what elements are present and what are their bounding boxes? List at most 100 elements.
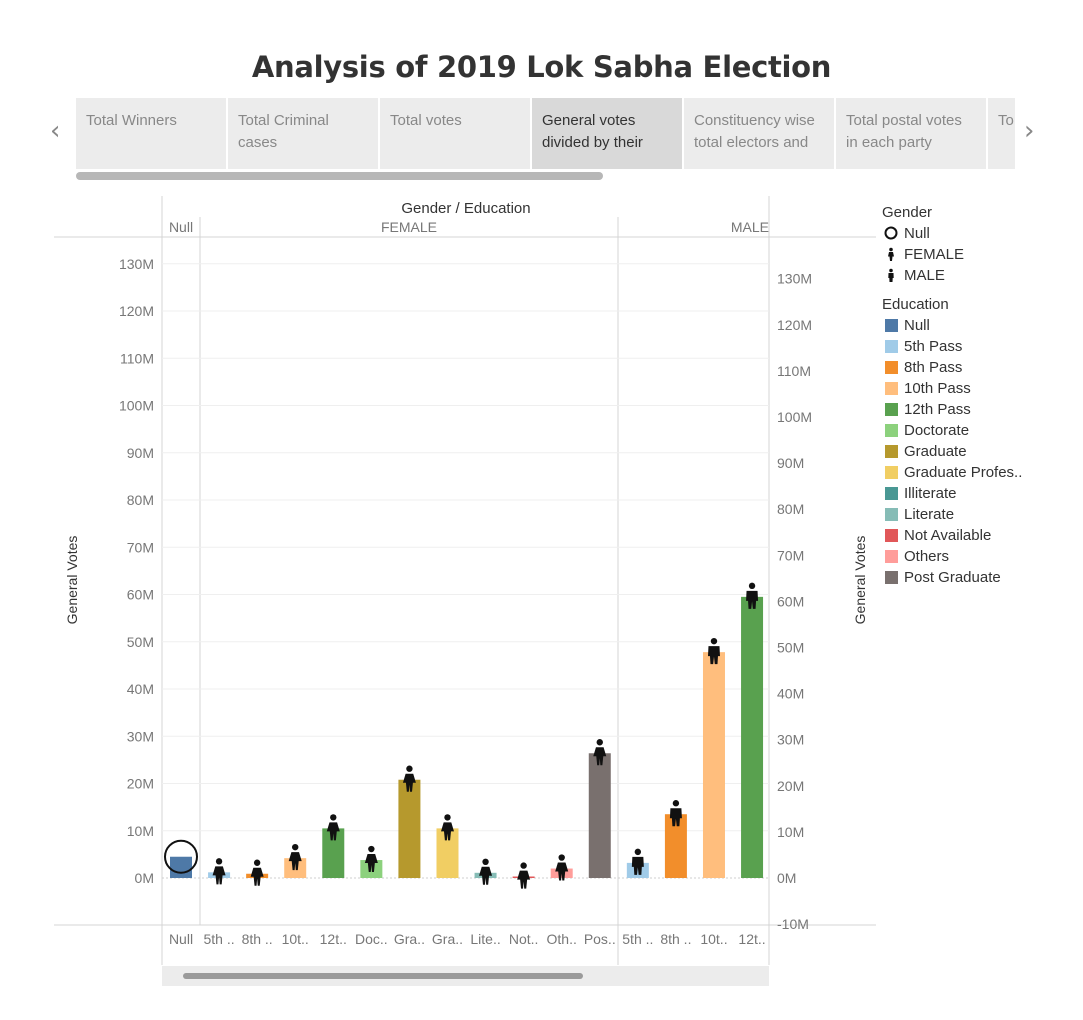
bar[interactable]	[741, 596, 764, 878]
bar[interactable]	[322, 828, 345, 878]
circle-icon	[884, 226, 898, 240]
legend-swatch	[885, 529, 898, 542]
person-female-icon	[888, 247, 894, 261]
y-tick-label: 30M	[127, 728, 154, 744]
legend-label: FEMALE	[904, 246, 965, 263]
y-axis-title-left: General Votes	[64, 536, 80, 625]
chart: Gender / Education Null FEMALE MALE 0M 10…	[54, 196, 876, 986]
bar[interactable]	[436, 828, 459, 878]
legend-item-education[interactable]: Not Available	[882, 525, 1022, 546]
legend-item-gender-null[interactable]: Null	[882, 223, 1022, 244]
legend-item-education[interactable]: 12th Pass	[882, 399, 1022, 420]
legend-label: Literate	[904, 506, 955, 523]
y-tick-label-right: 40M	[777, 686, 804, 702]
bar[interactable]	[702, 652, 725, 878]
chevron-right-icon[interactable]: ›	[1024, 116, 1035, 146]
y-tick-label: 130M	[119, 256, 154, 272]
y-tick-label-right: 10M	[777, 824, 804, 840]
x-tick-label: Gra..	[394, 931, 425, 947]
y-tick-label-right: 0M	[777, 870, 796, 886]
legend-swatch	[885, 487, 898, 500]
legend-label: Post Graduate	[904, 569, 1001, 586]
legend-item-education[interactable]: Doctorate	[882, 420, 1022, 441]
x-tick-label: 10t..	[282, 931, 309, 947]
tab-total-winners[interactable]: Total Winners	[76, 98, 226, 169]
y-tick-label: 50M	[127, 634, 154, 650]
y-tick-label: 80M	[127, 492, 154, 508]
chart-scrollbar-thumb[interactable]	[183, 973, 583, 979]
y-tick-label-right: 120M	[777, 317, 812, 333]
legend-label: MALE	[904, 267, 945, 284]
tab-postal-votes[interactable]: Total postal votes in each party	[836, 98, 986, 169]
y-tick-label: 40M	[127, 681, 154, 697]
tab-total-criminal-cases[interactable]: Total Criminal cases	[228, 98, 378, 169]
y-tick-label: 110M	[120, 350, 154, 366]
y-tick-label-right: 60M	[777, 593, 804, 609]
legend-label: Doctorate	[904, 422, 970, 439]
x-tick-label: Not..	[509, 931, 539, 947]
x-tick-label: 8th ..	[660, 931, 691, 947]
legend-swatch	[885, 424, 898, 437]
legend-item-education[interactable]: Graduate	[882, 441, 1022, 462]
y-axis-title-right: General Votes	[852, 536, 868, 625]
x-tick-label: Pos..	[584, 931, 616, 947]
y-tick-label: 0M	[135, 870, 154, 886]
x-tick-label: 10t..	[700, 931, 727, 947]
y-tick-label-right: 20M	[777, 778, 804, 794]
legend-item-education[interactable]: Literate	[882, 504, 1022, 525]
y-tick-label: 10M	[127, 823, 154, 839]
y-tick-label-right: 50M	[777, 640, 804, 656]
legend-item-gender-female[interactable]: FEMALE	[882, 244, 1022, 265]
legend-label: Illiterate	[904, 485, 957, 502]
y-tick-label-right: 110M	[777, 363, 811, 379]
circle-icon	[164, 839, 198, 874]
y-tick-label-right: 90M	[777, 455, 804, 471]
tabs-scrollbar[interactable]	[76, 172, 603, 180]
chevron-left-icon[interactable]: ‹	[50, 116, 61, 146]
x-tick-label: Null	[169, 931, 193, 947]
legend-swatch	[885, 382, 898, 395]
bar-markers	[164, 582, 759, 889]
legend-item-education[interactable]: Graduate Profes..	[882, 462, 1022, 483]
legend-item-education[interactable]: 10th Pass	[882, 378, 1022, 399]
bar[interactable]	[284, 858, 307, 878]
legend-item-education[interactable]: Null	[882, 315, 1022, 336]
y-tick-label-right: -10M	[777, 916, 809, 932]
tab-total-votes[interactable]: Total votes	[380, 98, 530, 169]
x-tick-label: Oth..	[547, 931, 577, 947]
bar[interactable]	[398, 779, 421, 878]
person-female-icon	[479, 858, 493, 885]
x-tick-label: Lite..	[470, 931, 500, 947]
legend-item-education[interactable]: Illiterate	[882, 483, 1022, 504]
y-tick-label-right: 30M	[777, 732, 804, 748]
bar[interactable]	[588, 753, 611, 878]
x-tick-label: 12t..	[320, 931, 347, 947]
x-tick-label: Gra..	[432, 931, 463, 947]
tab-truncated[interactable]: To ea	[988, 98, 1015, 169]
person-male-icon	[888, 268, 894, 282]
legend-label: 5th Pass	[904, 338, 963, 355]
legend-item-education[interactable]: 8th Pass	[882, 357, 1022, 378]
legend: Gender Null FEMALE MALE Education Null 5t…	[882, 202, 1022, 588]
legend-item-education[interactable]: Others	[882, 546, 1022, 567]
y-axis-right: -10M 0M 10M 20M 30M 40M 50M 60M 70M 80M 90M 100M 110…	[777, 271, 812, 932]
bar[interactable]	[170, 856, 192, 878]
page-title: Analysis of 2019 Lok Sabha Election	[251, 50, 832, 84]
legend-swatch	[885, 403, 898, 416]
legend-label: Null	[904, 225, 930, 242]
bar[interactable]	[360, 860, 383, 878]
y-tick-label-right: 80M	[777, 501, 804, 517]
tab-general-votes[interactable]: General votes divided by their	[532, 98, 682, 169]
x-tick-label: 8th ..	[242, 931, 273, 947]
legend-swatch	[885, 571, 898, 584]
legend-item-gender-male[interactable]: MALE	[882, 265, 1022, 286]
legend-item-education[interactable]: 5th Pass	[882, 336, 1022, 357]
legend-swatch	[885, 361, 898, 374]
legend-item-education[interactable]: Post Graduate	[882, 567, 1022, 588]
person-female-icon	[517, 862, 531, 889]
tab-constituency-electors[interactable]: Constituency wise total electors and	[684, 98, 834, 169]
legend-label: 8th Pass	[904, 359, 963, 376]
y-axis-left: 0M 10M 20M 30M 40M 50M 60M 70M 80M 90M 100M 110M 120…	[119, 256, 154, 886]
y-tick-label: 20M	[127, 776, 154, 792]
bar[interactable]	[664, 814, 687, 878]
